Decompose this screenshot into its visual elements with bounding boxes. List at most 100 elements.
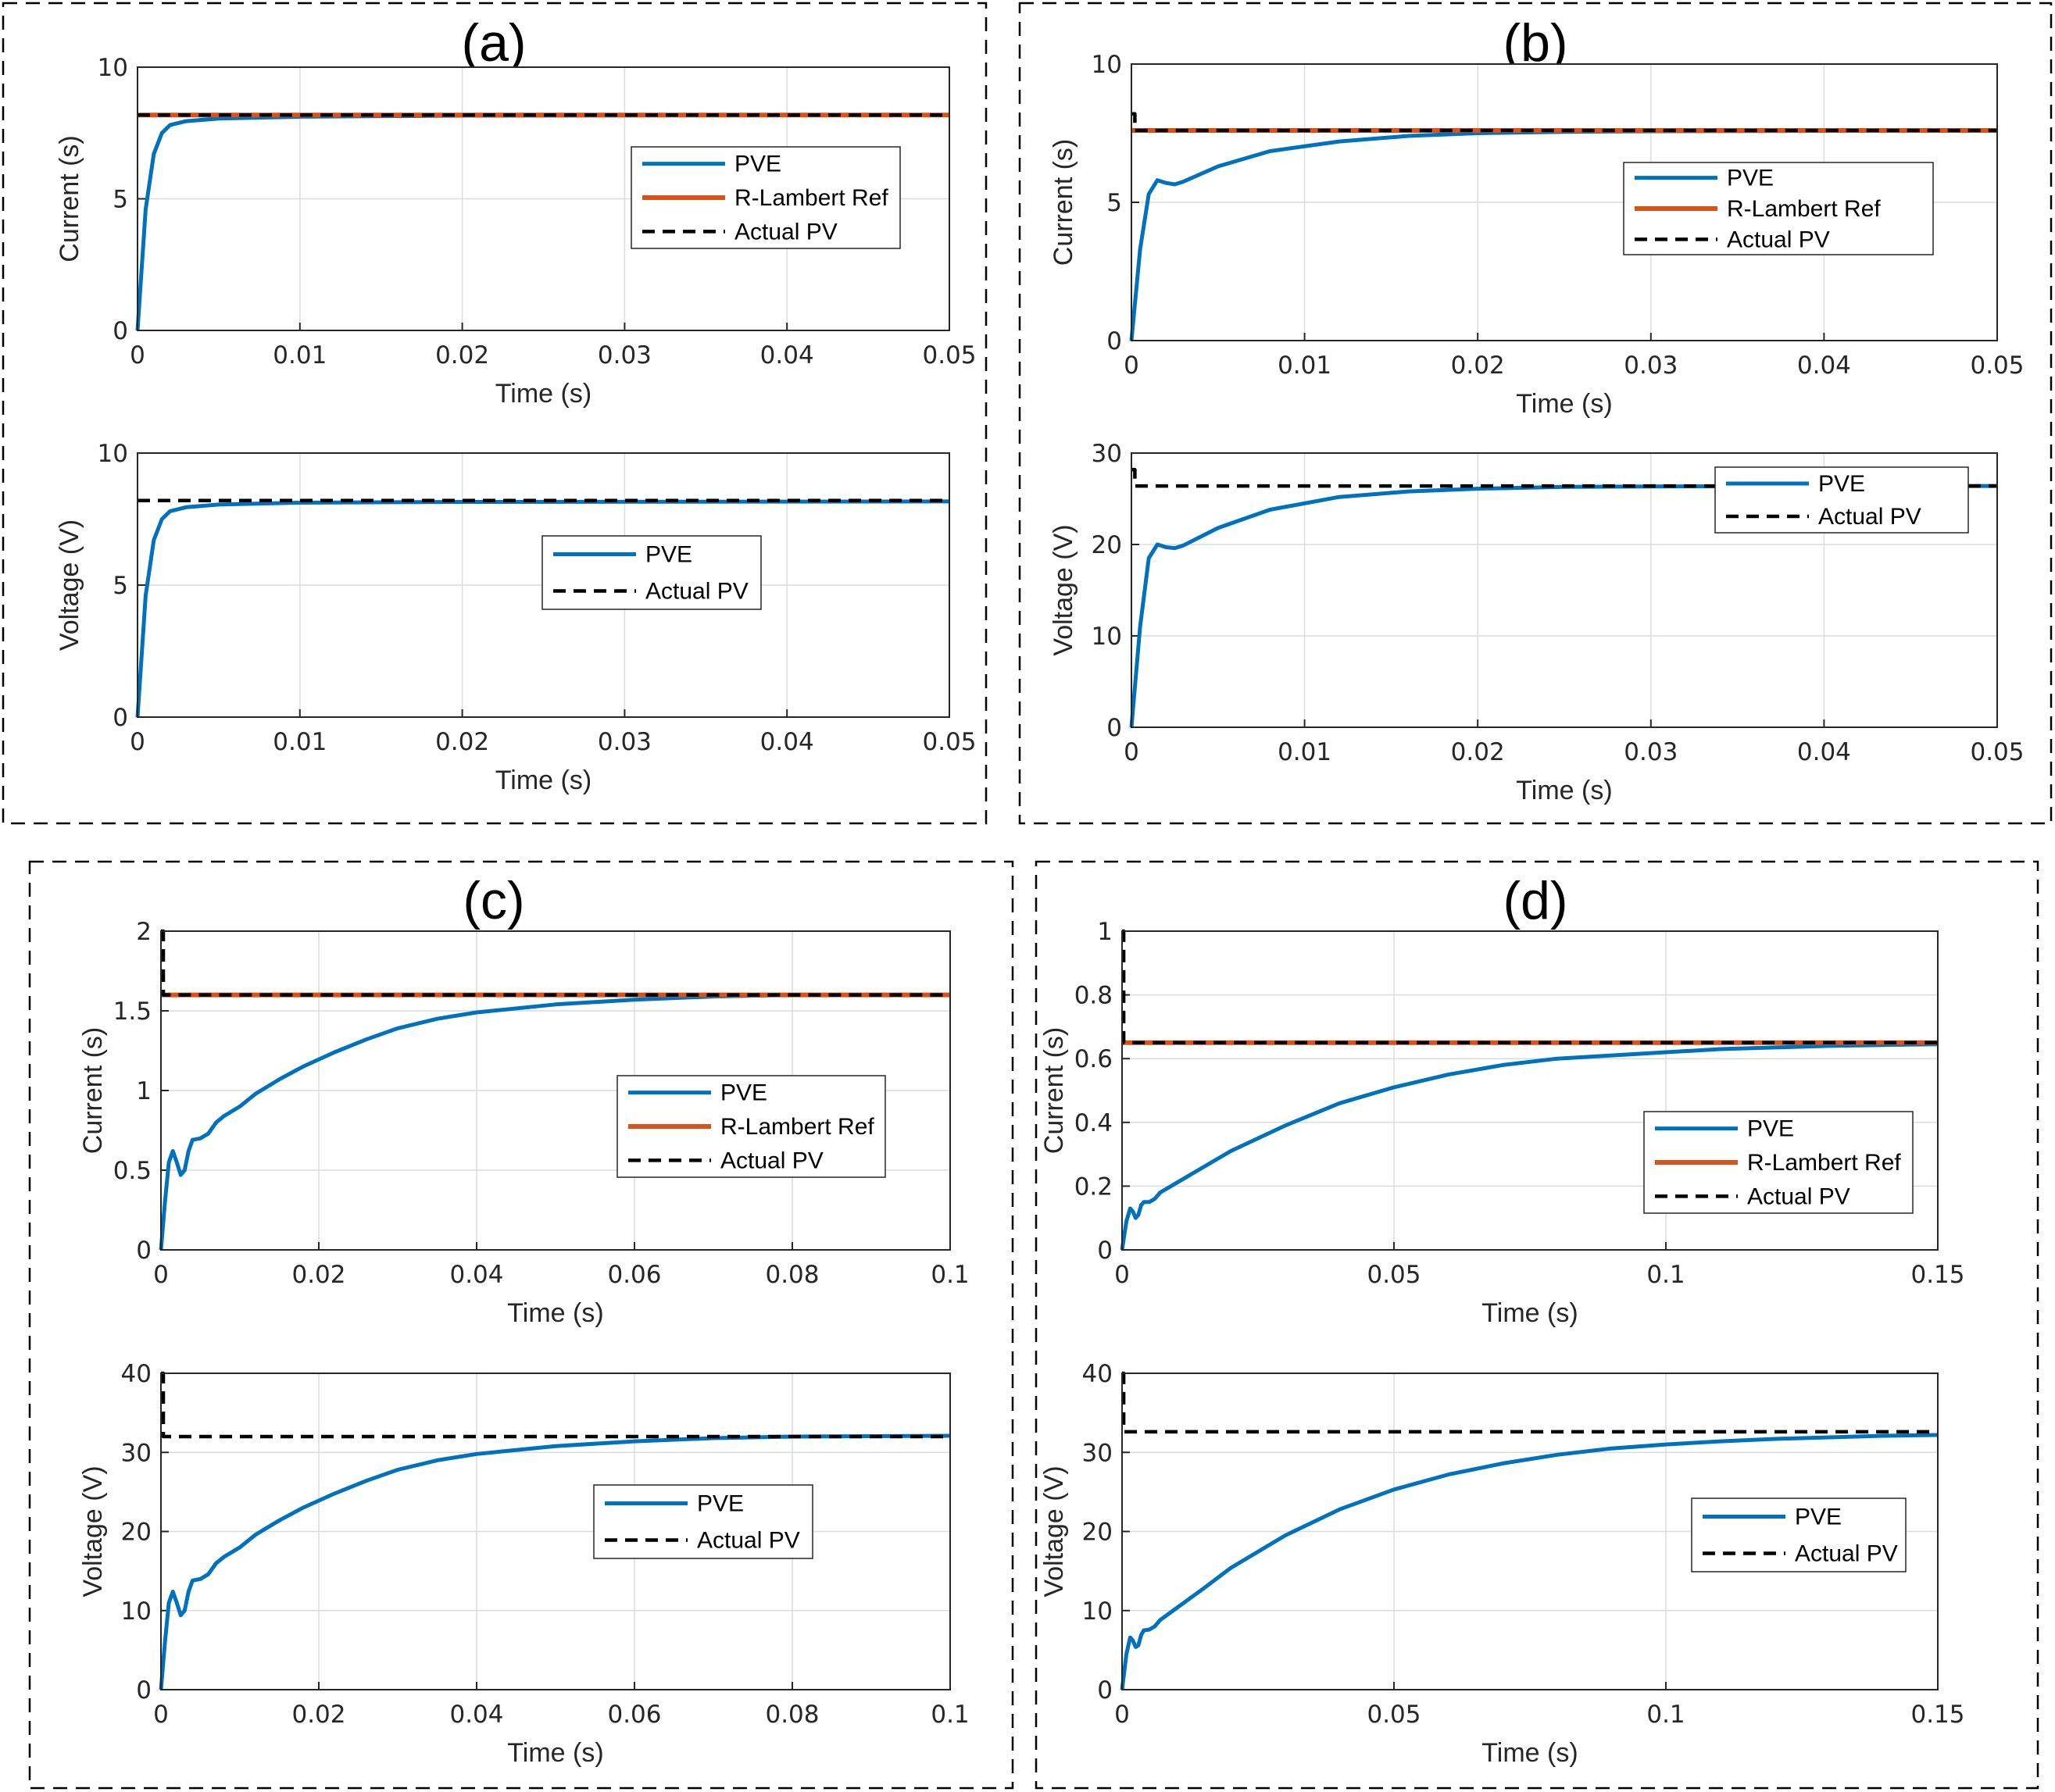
x-tick-label: 0.03 xyxy=(1624,738,1678,766)
legend-entry: Actual PV xyxy=(1727,227,1830,252)
legend: PVE R-Lambert Ref Actual PV xyxy=(1623,162,1934,255)
panel-d-label: (d) xyxy=(1503,871,1567,930)
legend-entry: PVE xyxy=(1795,1505,1842,1530)
y-tick-label: 0 xyxy=(136,1676,152,1705)
x-tick-label: 0 xyxy=(1114,1701,1130,1729)
legend: PVE R-Lambert Ref Actual PV xyxy=(1643,1111,1914,1214)
x-axis-title: Time (s) xyxy=(1516,776,1612,805)
x-tick-label: 0.15 xyxy=(1910,1701,1964,1729)
x-tick-label: 0 xyxy=(1124,738,1139,766)
x-tick-label: 0.05 xyxy=(922,728,976,756)
chart-3: 0 0.01 0.02 0.03 0.04 0.05 0 10 20 30 Time (s) Volt… xyxy=(1049,440,2025,805)
panel-d-border xyxy=(1035,860,2039,1790)
series-line-actual-pv xyxy=(1131,467,1997,488)
axes-frame xyxy=(160,930,951,1251)
x-axis-title: Time (s) xyxy=(507,1738,603,1768)
axes-frame xyxy=(1131,63,1998,341)
y-tick-label: 0 xyxy=(1106,327,1122,355)
x-tick-label: 0.1 xyxy=(1646,1261,1685,1289)
panel-a-label: (a) xyxy=(461,13,526,73)
y-tick-label: 0.6 xyxy=(1074,1045,1113,1073)
axes-frame xyxy=(1131,452,1998,728)
x-tick-label: 0.06 xyxy=(607,1701,661,1729)
legend-entry: PVE xyxy=(645,542,692,568)
axes-frame xyxy=(137,452,950,718)
x-tick-label: 0 xyxy=(1114,1261,1130,1289)
y-tick-label: 0.2 xyxy=(1074,1173,1113,1201)
y-axis-title: Voltage (V) xyxy=(78,1465,108,1597)
legend-box xyxy=(1714,466,1969,534)
legend-box xyxy=(541,535,762,610)
x-tick-label: 0.04 xyxy=(1797,352,1851,380)
x-tick-label: 0.08 xyxy=(765,1701,819,1729)
x-tick-label: 0 xyxy=(153,1701,169,1729)
legend-entry: Actual PV xyxy=(1795,1541,1898,1567)
x-axis-title: Time (s) xyxy=(1481,1298,1578,1328)
y-axis-title: Current (s) xyxy=(78,1027,108,1154)
x-axis-title: Time (s) xyxy=(495,766,591,795)
panel-c-label: (c) xyxy=(463,871,524,930)
y-tick-label: 10 xyxy=(1092,51,1122,79)
y-tick-label: 0.5 xyxy=(113,1157,152,1185)
x-tick-label: 0 xyxy=(130,341,145,369)
y-tick-label: 10 xyxy=(121,1597,152,1626)
legend-entry: PVE xyxy=(734,152,781,177)
legend-entry: Actual PV xyxy=(1818,504,1921,530)
axes-frame xyxy=(1121,930,1939,1251)
x-tick-label: 0.04 xyxy=(449,1261,503,1289)
y-tick-label: 0 xyxy=(1097,1237,1113,1265)
legend-entry: R-Lambert Ref xyxy=(734,185,888,211)
x-axis-title: Time (s) xyxy=(495,379,591,409)
legend-entry: R-Lambert Ref xyxy=(1747,1150,1901,1176)
legend-box xyxy=(593,1484,813,1559)
legend-entry: PVE xyxy=(1727,166,1774,191)
chart-7: 0 0.05 0.1 0.15 0 10 20 30 40 Time (s) Voltage (V)… xyxy=(1039,1360,1965,1768)
y-tick-label: 0.8 xyxy=(1074,982,1113,1010)
legend-entry: Actual PV xyxy=(1747,1183,1850,1209)
y-tick-label: 5 xyxy=(113,186,128,214)
series-group xyxy=(1129,467,1998,728)
series-line-pve xyxy=(135,499,950,718)
y-axis-title: Voltage (V) xyxy=(1049,524,1078,655)
series-line-pve xyxy=(1129,484,1998,728)
y-tick-label: 0 xyxy=(113,704,128,732)
x-tick-label: 0.03 xyxy=(598,728,652,756)
legend: PVE Actual PV xyxy=(1714,466,1969,534)
x-tick-label: 0.04 xyxy=(760,341,814,369)
axes-frame xyxy=(137,66,950,331)
y-tick-label: 0 xyxy=(136,1237,152,1265)
legend-box xyxy=(1691,1497,1907,1572)
y-tick-label: 10 xyxy=(1092,623,1122,651)
series-line-pve xyxy=(159,993,950,1251)
series-line-pve xyxy=(159,1433,951,1690)
chart-1: 0 0.01 0.02 0.03 0.04 0.05 0 5 10 Time (s) Voltage… xyxy=(55,440,977,795)
y-axis-title: Current (s) xyxy=(1049,139,1078,266)
y-tick-label: 10 xyxy=(98,440,128,468)
legend-entry: PVE xyxy=(1747,1116,1794,1142)
legend-entry: PVE xyxy=(720,1080,767,1106)
x-tick-label: 0 xyxy=(153,1261,169,1289)
x-axis-title: Time (s) xyxy=(507,1298,603,1328)
x-tick-label: 0.02 xyxy=(1451,352,1505,380)
y-tick-label: 0.4 xyxy=(1074,1109,1113,1137)
y-axis-title: Current (s) xyxy=(55,135,84,262)
y-tick-label: 40 xyxy=(121,1360,152,1388)
x-tick-label: 0.1 xyxy=(931,1701,969,1729)
y-tick-label: 30 xyxy=(1082,1439,1113,1467)
series-group xyxy=(135,112,950,331)
panel-a-border xyxy=(2,2,988,825)
series-group xyxy=(135,498,950,718)
x-tick-label: 0.05 xyxy=(922,341,976,369)
series-line-actual-pv xyxy=(1131,112,1997,133)
x-tick-label: 0.02 xyxy=(291,1701,345,1729)
chart-4: 0 0.02 0.04 0.06 0.08 0.1 0 0.5 1 1.5 2 Time (s) Cur… xyxy=(78,918,970,1328)
x-tick-label: 0.03 xyxy=(598,341,652,369)
axes-frame xyxy=(160,1373,951,1690)
x-axis-title: Time (s) xyxy=(1516,389,1612,419)
panel-b-border xyxy=(1018,2,2053,825)
x-tick-label: 0.1 xyxy=(931,1261,969,1289)
x-tick-label: 0.15 xyxy=(1910,1261,1964,1289)
series-line-pve xyxy=(1120,1433,1939,1690)
